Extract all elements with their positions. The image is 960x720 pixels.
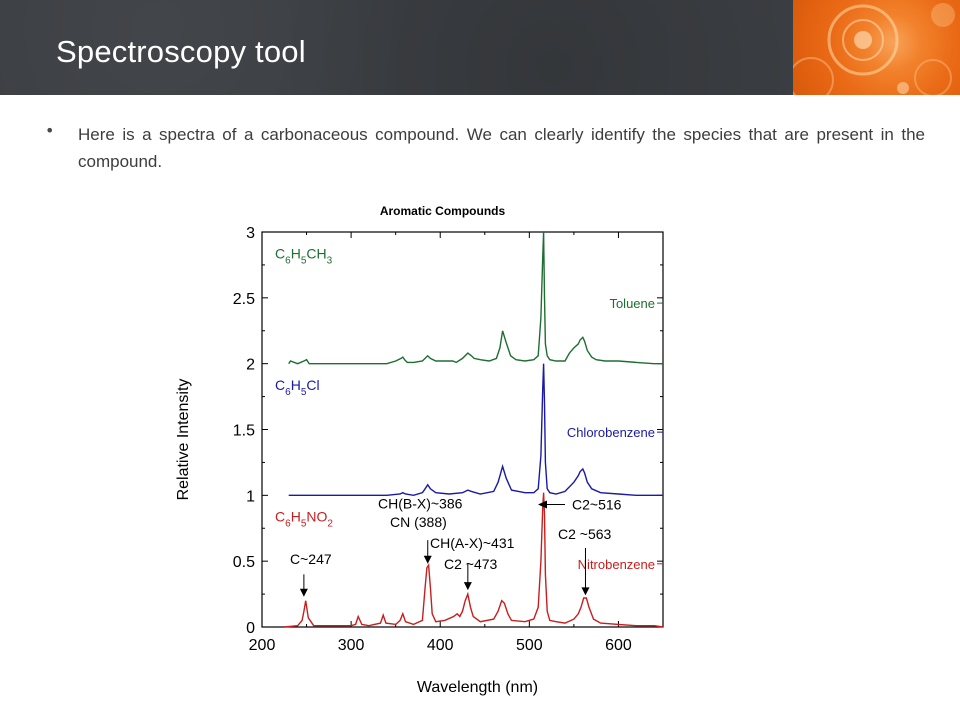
annotation-386-arrow-head bbox=[423, 555, 432, 564]
series-line-chlorobenzene bbox=[288, 363, 663, 497]
x-tick-label: 400 bbox=[427, 637, 454, 654]
x-tick-label: 600 bbox=[605, 637, 632, 654]
annotation-ch-bx: CH(B-X)~386 bbox=[378, 496, 463, 512]
annotation-cn: CN (388) bbox=[390, 514, 447, 530]
y-tick-label: 3 bbox=[246, 225, 255, 242]
header-texture bbox=[0, 0, 790, 95]
chart-title: Aromatic Compounds bbox=[380, 204, 506, 218]
series-label-nitrobenzene: Nitrobenzene bbox=[578, 557, 655, 572]
x-tick-label: 200 bbox=[249, 637, 276, 654]
y-tick-label: 1 bbox=[246, 488, 255, 505]
y-tick-label: 1.5 bbox=[233, 423, 255, 440]
y-tick-label: 0 bbox=[246, 620, 255, 637]
series-line-toluene bbox=[288, 231, 663, 365]
annotation-c2-473: C2 ~473 bbox=[444, 556, 498, 572]
x-tick-label: 300 bbox=[338, 637, 365, 654]
annotation-c2-563: C2 ~563 bbox=[558, 526, 612, 542]
y-axis-label: Relative Intensity bbox=[175, 379, 192, 501]
slide-title: Spectroscopy tool bbox=[56, 34, 306, 69]
annotation-247-arrow-head bbox=[299, 588, 308, 597]
decorative-orange-panel bbox=[793, 0, 960, 95]
annotation-431-arrow-head bbox=[463, 582, 472, 591]
series-formula-nitrobenzene: C6H5NO2 bbox=[275, 509, 333, 530]
y-tick-label: 2.5 bbox=[233, 291, 255, 308]
series-label-chlorobenzene: Chlorobenzene bbox=[567, 425, 655, 440]
spectrum-chart: Aromatic Compounds 200 300 400 500 600 0 0.5 1 1.… bbox=[175, 204, 664, 696]
x-tick-label: 500 bbox=[516, 637, 543, 654]
slide-header: Spectroscopy tool bbox=[0, 0, 960, 95]
y-tick-label: 0.5 bbox=[233, 554, 255, 571]
series-formula-toluene: C6H5CH3 bbox=[275, 245, 333, 266]
annotation-c2-516: C2~516 bbox=[572, 497, 622, 513]
bullet-text: Here is a spectra of a carbonaceous comp… bbox=[78, 125, 925, 171]
bullet-icon: • bbox=[45, 121, 55, 140]
decorative-circles-icon bbox=[793, 3, 955, 95]
series-line-nitrobenzene bbox=[284, 492, 664, 628]
annotation-563-arrow-head bbox=[581, 587, 590, 596]
series-label-toluene: Toluene bbox=[609, 296, 655, 311]
y-tick-label: 2 bbox=[246, 357, 255, 374]
annotation-c-247: C~247 bbox=[290, 551, 332, 567]
series-formula-chlorobenzene: C6H5Cl bbox=[275, 377, 320, 398]
annotation-c2-516-head bbox=[538, 500, 547, 509]
bullet-point: • Here is a spectra of a carbonaceous co… bbox=[45, 121, 925, 175]
x-axis-label: Wavelength (nm) bbox=[417, 679, 538, 696]
annotation-ch-ax: CH(A-X)~431 bbox=[430, 535, 515, 551]
